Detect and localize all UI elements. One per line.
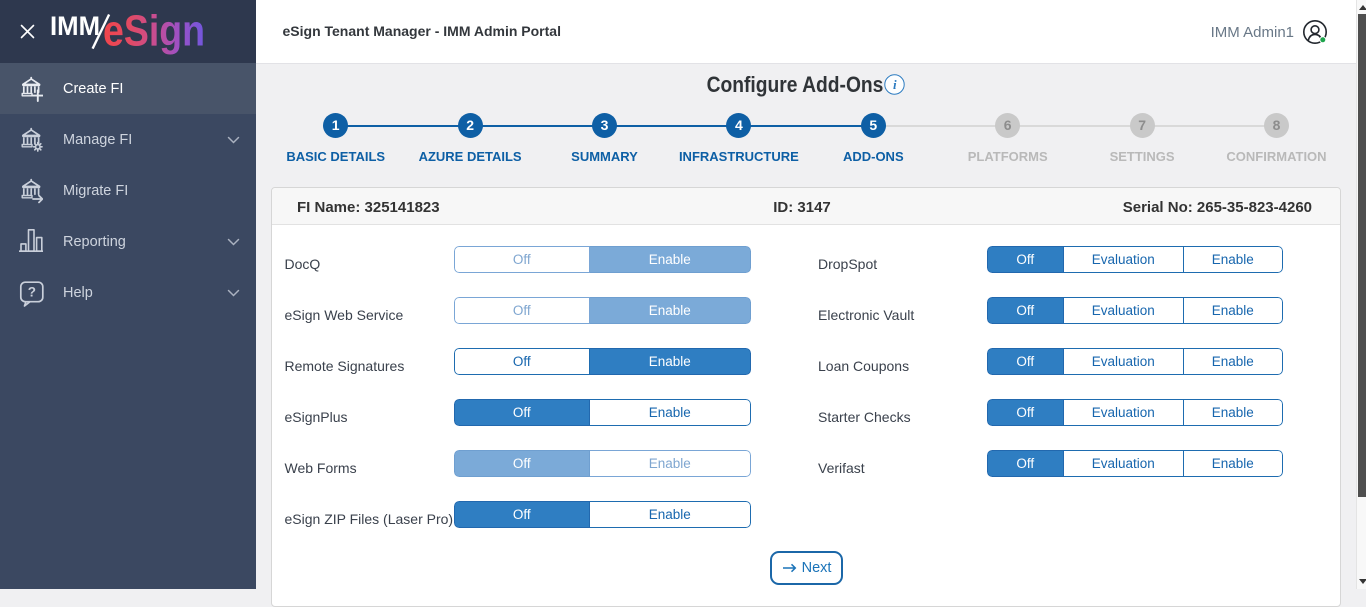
svg-text:eSign: eSign — [103, 7, 205, 56]
svg-text:i: i — [892, 77, 896, 92]
svg-text:IMM: IMM — [50, 11, 100, 41]
svg-text:?: ? — [28, 284, 36, 299]
